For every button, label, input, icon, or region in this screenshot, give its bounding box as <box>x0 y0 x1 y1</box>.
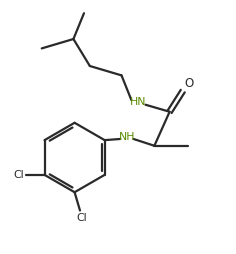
Text: O: O <box>184 77 194 90</box>
Text: Cl: Cl <box>76 214 87 224</box>
Text: Cl: Cl <box>13 170 24 180</box>
Text: NH: NH <box>119 132 135 142</box>
Text: HN: HN <box>130 97 146 107</box>
